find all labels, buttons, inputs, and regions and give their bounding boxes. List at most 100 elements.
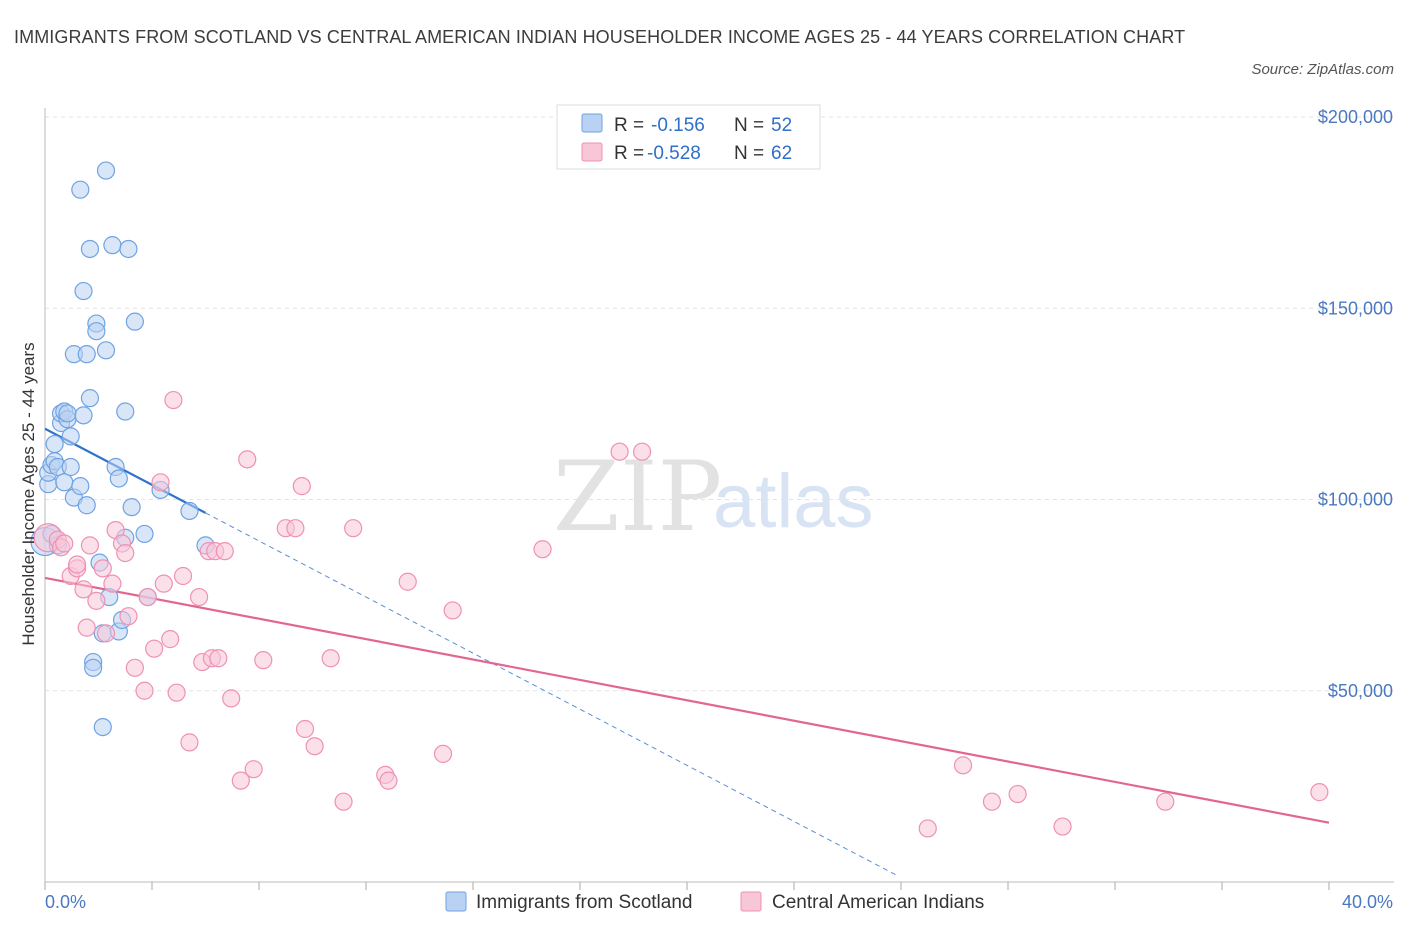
legend-n-label-scotland: N = — [734, 115, 764, 136]
point-s1-50 — [379, 771, 398, 790]
legend-swatch-central-american — [581, 142, 603, 162]
point-s1-21 — [145, 639, 164, 658]
point-s1-45 — [305, 737, 324, 756]
point-s1-34 — [209, 649, 228, 668]
point-s0-9 — [55, 473, 74, 492]
point-s1-36 — [222, 689, 241, 708]
point-s1-12 — [96, 624, 116, 643]
point-s1-29 — [189, 587, 209, 607]
bottom-legend-label-scotland: Immigrants from Scotland — [476, 892, 692, 913]
point-s0-23 — [80, 389, 100, 408]
point-s0-5 — [45, 434, 64, 454]
point-s0-14 — [61, 457, 80, 477]
chart-source: Source: ZipAtlas.com — [1251, 61, 1394, 78]
point-s1-6 — [67, 555, 87, 574]
y-tick-label-1: $100,000 — [1318, 490, 1393, 510]
point-s1-44 — [295, 719, 315, 739]
legend-swatch-scotland — [581, 113, 603, 133]
point-s1-37 — [231, 771, 250, 790]
point-s1-23 — [154, 574, 173, 593]
point-s1-51 — [398, 572, 417, 591]
trend-ext-0 — [205, 512, 896, 876]
top-legend: R = -0.156 N = 52 R = -0.528 N = 62 — [556, 104, 821, 170]
point-s1-11 — [93, 559, 112, 578]
point-s0-17 — [71, 180, 90, 199]
point-s0-19 — [74, 406, 93, 425]
axes — [44, 108, 1394, 890]
watermark: ZIP atlas — [553, 441, 874, 553]
point-s1-17 — [119, 607, 138, 626]
y-tick-label-3: $200,000 — [1318, 107, 1393, 127]
point-s1-27 — [173, 566, 193, 586]
point-s0-35 — [103, 236, 122, 255]
point-s1-24 — [161, 630, 180, 649]
bottom-legend-swatch-central-american — [740, 891, 762, 912]
trend-line-1 — [44, 576, 1330, 824]
y-tick-labels: $50,000 $100,000 $150,000 $200,000 — [1318, 107, 1393, 701]
point-s0-43 — [122, 498, 141, 517]
point-s1-42 — [286, 519, 305, 538]
legend-n-value-central-american: 62 — [771, 143, 792, 164]
watermark-atlas: atlas — [713, 459, 874, 544]
point-s1-10 — [87, 591, 106, 610]
point-s1-35 — [215, 542, 234, 561]
point-s1-61 — [1053, 817, 1072, 836]
point-s1-56 — [632, 442, 652, 461]
bottom-legend-label-central-american: Central American Indians — [772, 892, 984, 913]
point-s1-22 — [151, 473, 170, 492]
point-s1-18 — [125, 658, 144, 677]
legend-r-value-scotland: -0.156 — [651, 115, 705, 136]
point-s1-47 — [334, 792, 353, 811]
point-s1-19 — [135, 681, 154, 700]
point-s0-12 — [58, 404, 77, 423]
legend-r-value-central-american: -0.528 — [647, 143, 701, 164]
point-s1-25 — [164, 390, 183, 410]
point-s0-42 — [119, 239, 138, 259]
point-s1-53 — [443, 601, 462, 620]
legend-r-label-scotland: R = — [614, 115, 644, 136]
point-s0-45 — [135, 524, 154, 544]
point-s1-9 — [80, 536, 100, 555]
y-tick-label-2: $150,000 — [1318, 298, 1393, 318]
point-s1-59 — [982, 792, 1002, 811]
point-s1-48 — [344, 519, 363, 538]
point-s1-8 — [77, 618, 96, 637]
point-s0-41 — [116, 402, 135, 421]
point-s1-28 — [180, 733, 199, 752]
point-s0-22 — [77, 496, 96, 515]
point-s1-3 — [55, 534, 74, 553]
point-s0-13 — [61, 427, 80, 446]
point-s0-20 — [74, 281, 93, 301]
legend-n-value-scotland: 52 — [771, 115, 792, 136]
point-s1-55 — [610, 442, 629, 461]
point-s1-26 — [167, 683, 186, 702]
point-s0-31 — [93, 717, 112, 737]
point-s1-39 — [244, 760, 263, 779]
point-s0-38 — [109, 469, 128, 488]
point-s0-33 — [96, 161, 116, 180]
point-s1-58 — [953, 756, 973, 775]
point-s0-24 — [80, 239, 100, 259]
point-s0-32 — [96, 341, 116, 360]
point-s1-54 — [533, 540, 552, 559]
point-s1-38 — [238, 450, 257, 469]
point-s1-40 — [254, 651, 273, 670]
bottom-legend: Immigrants from Scotland Central America… — [445, 891, 984, 913]
point-s1-13 — [103, 574, 122, 593]
point-s1-20 — [138, 587, 157, 607]
bottom-legend-swatch-scotland — [445, 891, 467, 912]
point-s1-46 — [321, 649, 340, 668]
legend-n-label-central-american: N = — [734, 143, 764, 164]
data-points — [30, 161, 1329, 838]
chart-title: IMMIGRANTS FROM SCOTLAND VS CENTRAL AMER… — [14, 27, 1186, 47]
point-s0-21 — [77, 345, 96, 364]
point-s1-60 — [1008, 784, 1027, 804]
point-s0-18 — [71, 477, 90, 496]
x-tick-min: 0.0% — [45, 892, 86, 912]
point-s1-43 — [292, 477, 311, 496]
point-s0-44 — [125, 312, 144, 331]
y-tick-label-0: $50,000 — [1328, 681, 1393, 701]
grid-lines — [45, 116, 1394, 692]
point-s1-52 — [433, 744, 453, 763]
